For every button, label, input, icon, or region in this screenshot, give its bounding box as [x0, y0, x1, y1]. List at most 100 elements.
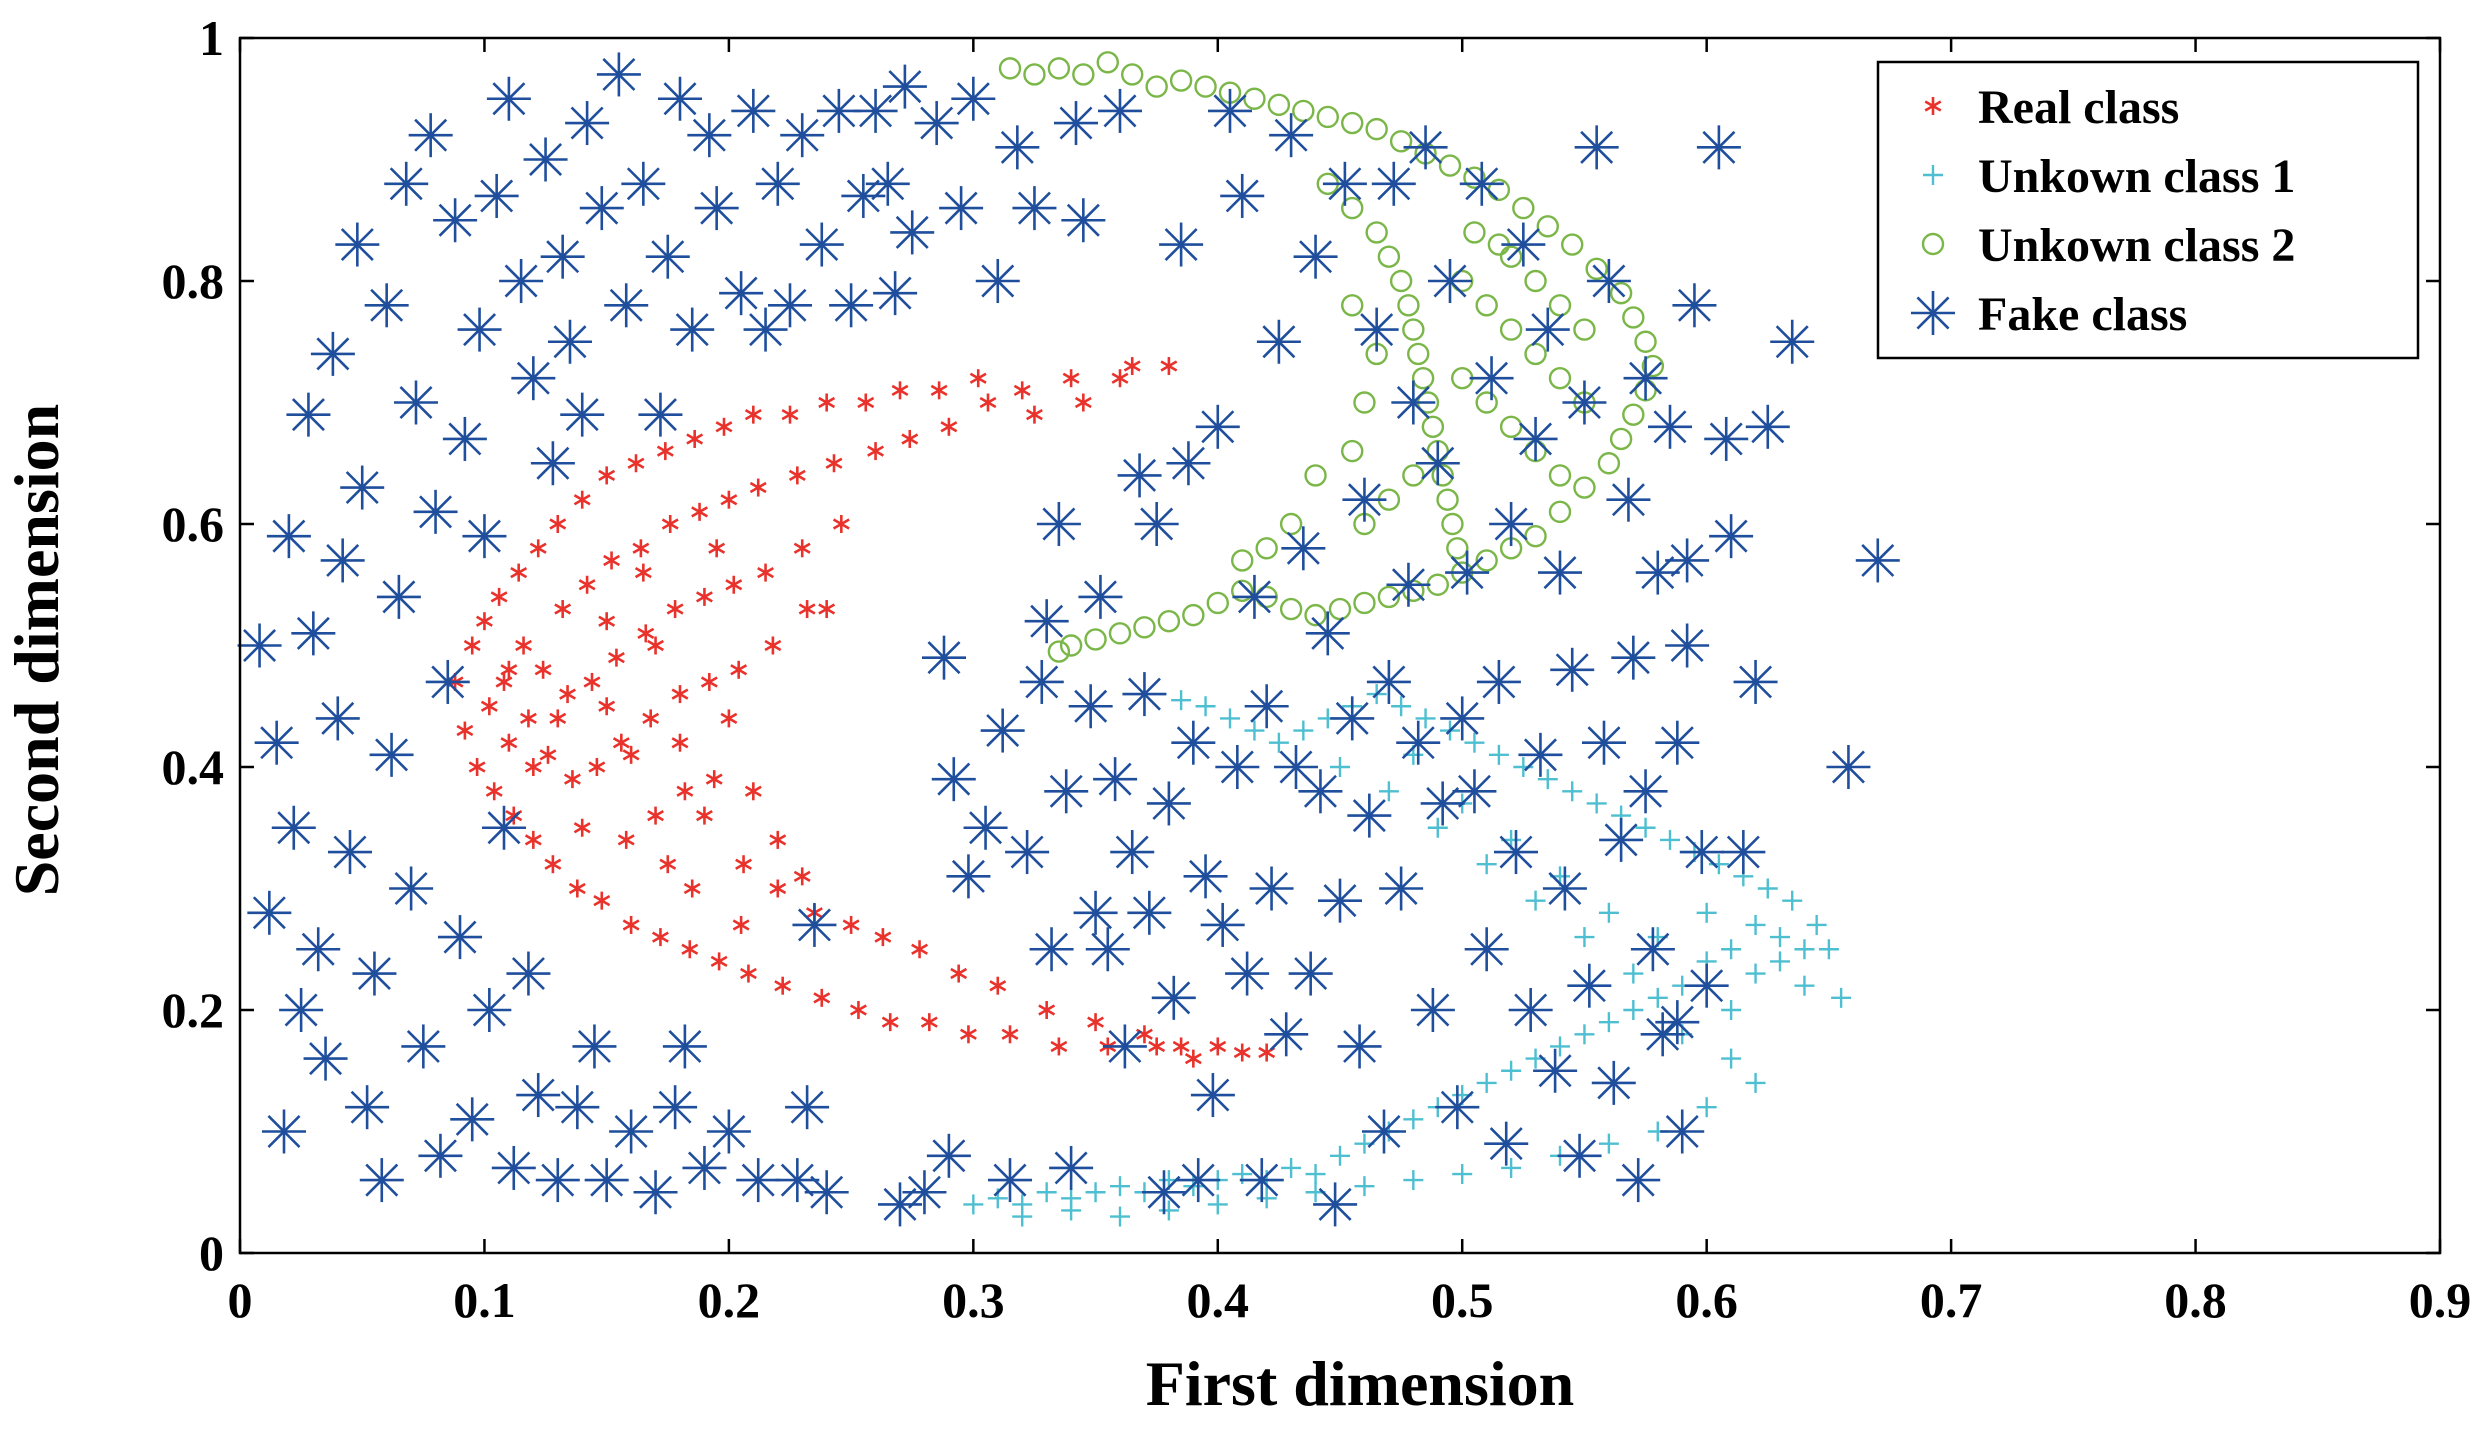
- data-point: [1182, 603, 1205, 627]
- data-point: [1256, 1188, 1277, 1209]
- data-point: [1353, 391, 1376, 414]
- data-point: [1525, 890, 1546, 911]
- data-point: [653, 1085, 698, 1130]
- data-point: [1655, 720, 1700, 765]
- data-point: [683, 879, 701, 898]
- data-point: [1538, 550, 1582, 595]
- data-point: [573, 490, 591, 509]
- data-point: [1330, 757, 1350, 777]
- data-point: [271, 805, 316, 850]
- x-tick-label: 0: [228, 1272, 253, 1328]
- data-point: [1184, 1049, 1202, 1068]
- data-point: [1085, 927, 1130, 972]
- data-point: [1438, 154, 1462, 177]
- data-point: [951, 76, 996, 121]
- data-point: [1362, 1109, 1406, 1154]
- data-point: [926, 1133, 971, 1178]
- data-point: [842, 915, 860, 934]
- y-axis-label: Second dimension: [1, 404, 72, 897]
- data-point: [593, 891, 611, 910]
- data-point: [710, 952, 728, 971]
- data-point: [1745, 1072, 1766, 1093]
- data-point: [749, 478, 767, 497]
- data-point: [1342, 477, 1387, 522]
- data-point: [1489, 502, 1534, 546]
- data-point: [696, 587, 713, 606]
- data-point: [1573, 318, 1596, 341]
- data-point: [510, 563, 528, 582]
- data-point: [495, 672, 513, 691]
- data-point: [1102, 1024, 1147, 1069]
- data-point: [310, 331, 355, 376]
- data-point: [1074, 393, 1092, 412]
- data-point: [730, 660, 748, 679]
- data-point: [1463, 221, 1486, 244]
- data-point: [1459, 161, 1504, 206]
- data-point: [315, 696, 360, 741]
- data-point: [462, 514, 507, 559]
- data-point: [1402, 464, 1425, 487]
- data-point: [1501, 222, 1546, 267]
- data-point: [1606, 477, 1651, 522]
- axes: 0 0.1 0.2 0.3 0.4 0.5 0.6 0.7 0.8 0.9 0 0.2 0.4 0.6 0.…: [162, 10, 2472, 1328]
- data-point: [1794, 975, 1815, 996]
- data-point: [1330, 1145, 1350, 1166]
- data-point: [1411, 367, 1435, 390]
- data-point: [335, 222, 380, 267]
- x-axis-label: First dimension: [1146, 1348, 1574, 1419]
- data-point: [1407, 342, 1430, 366]
- data-point: [549, 515, 567, 533]
- data-point: [1647, 987, 1668, 1008]
- x-tick-label: 0.8: [2164, 1272, 2227, 1328]
- data-point: [1831, 987, 1852, 1008]
- data-point: [1704, 416, 1749, 461]
- y-tick-label: 0.8: [162, 253, 225, 309]
- data-point: [1525, 307, 1570, 352]
- data-point: [922, 635, 966, 680]
- data-point: [1012, 1206, 1033, 1227]
- data-point: [1427, 817, 1448, 838]
- data-point: [1397, 294, 1420, 317]
- data-point: [694, 186, 739, 231]
- data-point: [584, 1158, 629, 1203]
- data-point: [1806, 914, 1827, 935]
- data-point: [1476, 659, 1521, 704]
- data-point: [1026, 405, 1043, 424]
- data-point: [1145, 75, 1168, 98]
- data-point: [554, 600, 572, 619]
- data-point: [1623, 963, 1644, 984]
- data-point: [1524, 269, 1547, 293]
- data-point: [1402, 318, 1425, 341]
- data-point: [652, 928, 669, 947]
- data-point: [572, 1024, 617, 1069]
- data-point: [666, 600, 684, 619]
- data-point: [486, 76, 531, 121]
- data-point: [621, 161, 666, 206]
- data-point: [1062, 369, 1080, 388]
- data-point: [1386, 562, 1431, 607]
- data-point: [818, 600, 836, 619]
- data-point: [1745, 963, 1766, 984]
- data-point: [1548, 294, 1572, 317]
- data-point: [1499, 318, 1523, 341]
- data-point: [1085, 1182, 1106, 1203]
- data-point: [1148, 1037, 1166, 1056]
- data-point: [1365, 117, 1388, 141]
- data-point: [1464, 927, 1509, 972]
- data-point: [914, 101, 959, 146]
- data-point: [1054, 101, 1098, 146]
- data-point: [867, 442, 884, 461]
- data-point: [1548, 464, 1572, 487]
- data-point: [1200, 902, 1245, 947]
- data-point: [530, 441, 575, 486]
- data-point: [1305, 611, 1350, 656]
- data-point: [1341, 111, 1364, 135]
- data-point: [1328, 597, 1352, 621]
- data-point: [1665, 538, 1710, 583]
- data-point: [1337, 1024, 1382, 1069]
- data-point: [1501, 1157, 1522, 1178]
- data-point: [1208, 88, 1252, 133]
- data-point: [1609, 427, 1633, 451]
- data-point: [1169, 69, 1193, 92]
- data-point: [788, 466, 806, 485]
